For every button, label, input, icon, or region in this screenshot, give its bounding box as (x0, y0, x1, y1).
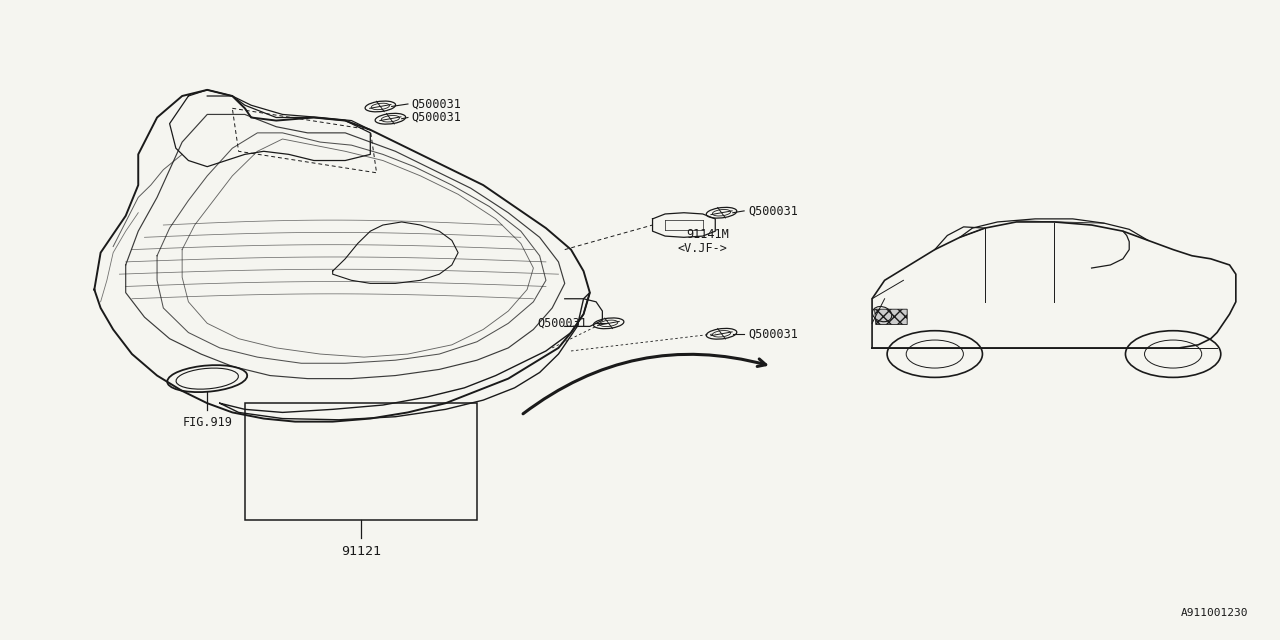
Polygon shape (874, 309, 908, 324)
Text: <V.JF->: <V.JF-> (677, 242, 727, 255)
Text: Q500031: Q500031 (538, 317, 588, 330)
Text: A911001230: A911001230 (1181, 608, 1248, 618)
Text: 91121: 91121 (340, 545, 381, 557)
Text: Q500031: Q500031 (412, 111, 462, 124)
Bar (244, 403, 477, 520)
Text: Q500031: Q500031 (748, 327, 797, 340)
Text: 91141M: 91141M (686, 228, 730, 241)
Text: Q500031: Q500031 (748, 204, 797, 218)
Text: Q500031: Q500031 (412, 97, 462, 111)
Text: FIG.919: FIG.919 (182, 416, 232, 429)
